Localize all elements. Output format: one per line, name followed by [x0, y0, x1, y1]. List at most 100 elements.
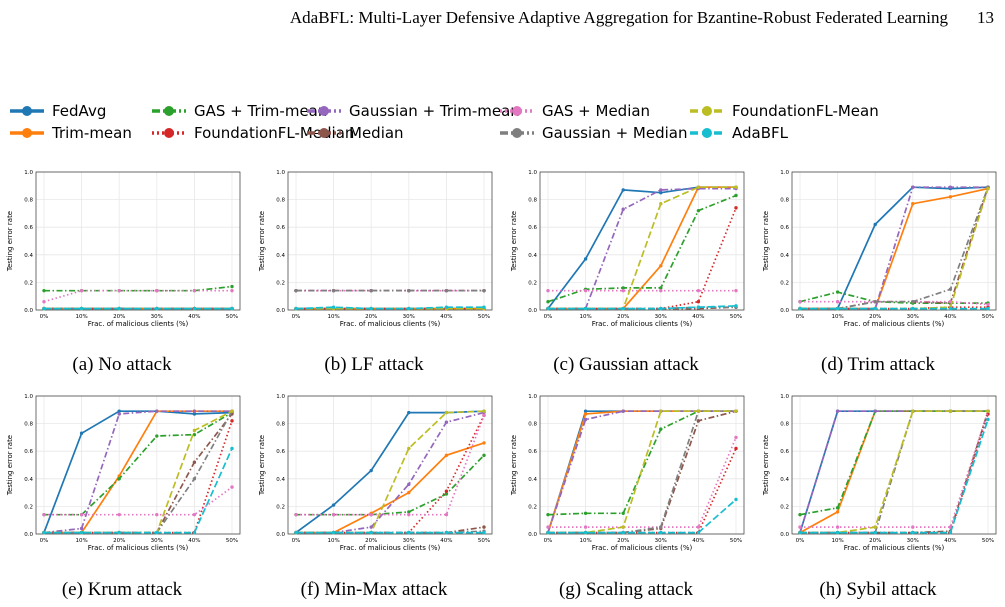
data-point — [546, 530, 550, 535]
series-line — [548, 448, 737, 534]
data-point — [407, 490, 411, 495]
data-point — [444, 492, 449, 496]
x-axis-label: Frac. of malicious clients (%) — [88, 544, 189, 552]
data-point — [911, 202, 915, 206]
legend-swatch — [10, 128, 44, 138]
legend-swatch — [307, 106, 341, 116]
series-foundationfl-mean — [294, 409, 486, 535]
data-point — [230, 409, 234, 413]
series-adabfl — [42, 446, 234, 535]
data-point — [369, 525, 373, 529]
y-tick-label: 0.4 — [528, 253, 537, 259]
data-point — [369, 468, 373, 473]
data-point — [911, 306, 915, 311]
data-point — [696, 305, 701, 309]
x-tick-label: 0% — [292, 538, 301, 544]
data-point — [734, 409, 738, 413]
data-point — [444, 453, 449, 458]
legend-swatch — [152, 106, 186, 116]
data-point — [659, 525, 663, 529]
data-point — [482, 288, 486, 293]
legend-item-gas-trim-mean: GAS + Trim-mean — [150, 100, 327, 122]
x-tick-label: 0% — [40, 538, 49, 544]
y-tick-label: 0.8 — [528, 198, 537, 204]
data-point — [230, 419, 234, 423]
series-foundationfl-mean — [546, 409, 738, 535]
y-tick-label: 0.4 — [780, 253, 789, 259]
x-tick-label: 10% — [75, 538, 87, 544]
legend-swatch — [500, 106, 534, 116]
data-point — [369, 512, 373, 517]
x-axis-label: Frac. of malicious clients (%) — [88, 320, 189, 328]
series-line — [800, 410, 988, 534]
series-gaussian-trim-mean — [294, 410, 486, 535]
data-point — [407, 510, 411, 514]
data-point — [42, 288, 46, 293]
x-tick-label: 20% — [617, 314, 629, 320]
series-foundationfl-median — [546, 446, 738, 535]
axes-frame — [791, 395, 997, 535]
series-foundationfl-median — [798, 412, 990, 535]
legend-item-foundationfl-mean: FoundationFL-Mean — [688, 100, 879, 122]
data-point — [911, 409, 915, 413]
series-line — [800, 413, 989, 534]
y-tick-label: 0.6 — [276, 449, 285, 455]
x-axis-label: Frac. of malicious clients (%) — [844, 320, 945, 328]
x-tick-label: 20% — [365, 538, 377, 544]
x-tick-label: 20% — [365, 314, 377, 320]
y-tick-label: 1.0 — [780, 170, 789, 176]
data-point — [986, 306, 990, 311]
data-point — [734, 185, 738, 189]
series-foundationfl-median — [546, 206, 738, 311]
data-point — [482, 305, 486, 309]
x-axis-label: Frac. of malicious clients (%) — [340, 544, 441, 552]
data-point — [835, 506, 840, 510]
series-line — [44, 413, 233, 534]
series-line — [800, 186, 989, 310]
data-point — [948, 530, 953, 535]
legend-item-adabfl: AdaBFL — [688, 122, 788, 144]
data-point — [444, 489, 449, 493]
x-tick-label: 30% — [403, 538, 415, 544]
data-point — [192, 477, 197, 481]
x-tick-label: 30% — [151, 314, 163, 320]
data-point — [583, 511, 588, 515]
data-point — [444, 305, 449, 309]
data-point — [79, 526, 84, 531]
chart-panel: 0.0 0.2 0.4 0.6 0.8 1.0 0% 10% 20% 30% 40% 50% Frac.… — [762, 394, 997, 552]
x-tick-label: 20% — [113, 538, 125, 544]
data-point — [369, 306, 373, 311]
x-tick-label: 0% — [796, 314, 805, 320]
data-point — [696, 288, 701, 293]
data-point — [659, 409, 663, 413]
x-tick-label: 20% — [113, 314, 125, 320]
series-line — [548, 410, 737, 534]
data-point — [583, 306, 588, 311]
series-gas-trim-mean — [546, 409, 738, 517]
data-point — [798, 512, 802, 517]
data-point — [659, 188, 663, 192]
x-tick-label: 50% — [478, 314, 490, 320]
x-tick-label: 0% — [40, 314, 49, 320]
y-tick-label: 0.2 — [528, 280, 537, 286]
data-point — [230, 284, 234, 289]
data-point — [659, 427, 663, 431]
data-point — [79, 431, 84, 435]
series-trim-mean — [546, 185, 738, 311]
series-line — [800, 186, 989, 310]
series-fedavg — [294, 409, 486, 535]
data-point — [482, 409, 486, 413]
data-point — [835, 306, 840, 311]
data-point — [621, 188, 625, 192]
data-point — [369, 288, 373, 293]
data-point — [294, 288, 298, 293]
x-tick-label: 10% — [579, 538, 591, 544]
data-point — [873, 300, 877, 304]
data-point — [873, 409, 877, 413]
data-point — [192, 432, 197, 437]
axes-frame — [35, 171, 241, 311]
series-gas-median — [42, 288, 234, 304]
data-point — [986, 409, 990, 413]
data-point — [835, 300, 840, 304]
legend-swatch — [307, 128, 341, 138]
